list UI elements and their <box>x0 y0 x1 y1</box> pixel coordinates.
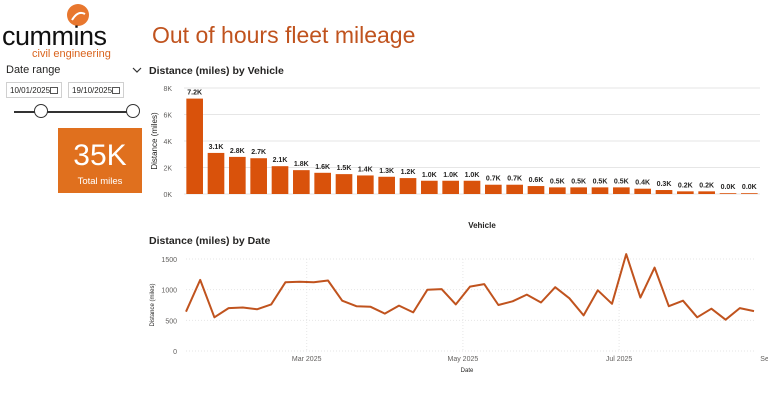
bar <box>229 156 246 194</box>
date-slider-track[interactable] <box>14 111 138 113</box>
data-label: 0.5K <box>593 178 608 185</box>
data-label: 1.0K <box>465 172 480 179</box>
bar <box>719 193 737 194</box>
bar <box>527 186 545 194</box>
bar <box>549 187 566 194</box>
start-date-value: 10/01/2025 <box>10 85 51 95</box>
data-label: 0.2K <box>678 182 693 189</box>
data-label: 0.0K <box>721 184 736 191</box>
bar <box>399 178 417 194</box>
calendar-icon[interactable] <box>50 86 58 94</box>
bar <box>207 152 225 194</box>
logo-tagline: civil engineering <box>32 48 111 60</box>
y-tick-label: 6K <box>163 113 172 120</box>
y-tick-label: 4K <box>163 139 172 146</box>
logo-mark-icon <box>67 4 89 26</box>
bar <box>741 193 758 194</box>
bar <box>442 180 459 194</box>
bar <box>634 188 651 194</box>
bar <box>591 187 609 194</box>
bar <box>335 174 353 194</box>
data-label: 0.5K <box>550 178 565 185</box>
y-tick-label: 0K <box>163 192 172 199</box>
bar <box>421 180 438 194</box>
data-label: 0.2K <box>699 182 714 189</box>
x-axis-label: Vehicle <box>468 221 496 230</box>
data-label: 1.0K <box>443 172 458 179</box>
data-label: 0.7K <box>507 176 522 183</box>
bar <box>698 191 715 194</box>
date-chart-title: Distance (miles) by Date <box>149 235 271 247</box>
y-tick-label: 1500 <box>161 257 177 264</box>
data-label: 1.8K <box>294 161 309 168</box>
slicer-label: Date range <box>6 64 61 76</box>
bar <box>250 158 267 194</box>
data-label: 2.1K <box>273 157 288 164</box>
bar <box>293 170 310 194</box>
bar <box>506 184 523 194</box>
end-date-value: 19/10/2025 <box>72 85 113 95</box>
data-label: 1.4K <box>358 166 373 173</box>
chevron-down-icon[interactable] <box>132 65 142 75</box>
y-tick-label: 0 <box>173 349 177 356</box>
bar <box>463 180 481 194</box>
data-label: 0.0K <box>742 184 757 191</box>
data-label: 0.5K <box>614 178 629 185</box>
data-label: 2.7K <box>251 149 266 156</box>
y-tick-label: 8K <box>163 86 172 93</box>
end-date-input[interactable]: 19/10/2025 <box>68 82 124 98</box>
start-date-input[interactable]: 10/01/2025 <box>6 82 62 98</box>
bar <box>613 187 630 194</box>
bar <box>677 191 694 194</box>
calendar-icon[interactable] <box>112 86 120 94</box>
data-label: 1.0K <box>422 172 437 179</box>
vehicle-bar-chart[interactable]: 0K 2K 4K 6K 8K Distance (miles) 7.2K 3.1K 2.8K 2.… <box>148 78 768 234</box>
bar <box>570 187 587 194</box>
data-label: 0.7K <box>486 176 501 183</box>
y-tick-label: 500 <box>165 318 177 325</box>
date-line-chart[interactable]: 0 500 1000 1500 Mar 2025 May 2025 Jul 2025 Sep … <box>148 250 768 376</box>
y-tick-label: 1000 <box>161 288 177 295</box>
y-tick-label: 2K <box>163 166 172 173</box>
kpi-value: 35K <box>73 139 127 172</box>
bar <box>314 172 331 194</box>
bar <box>357 175 374 194</box>
total-miles-card: 35K Total miles <box>58 128 142 193</box>
data-label: 1.2K <box>401 169 416 176</box>
x-tick-label: Jul 2025 <box>606 356 633 363</box>
data-label: 0.4K <box>635 180 650 187</box>
data-label: 2.8K <box>230 148 245 155</box>
data-label: 1.5K <box>337 165 352 172</box>
logo-wordmark: cummins <box>2 21 107 51</box>
data-label: 7.2K <box>187 90 202 97</box>
x-tick-label: Sep 2025 <box>760 356 768 363</box>
bar <box>378 176 395 194</box>
slider-end-handle[interactable] <box>126 104 140 118</box>
bar <box>186 98 203 194</box>
data-label: 0.3K <box>657 181 672 188</box>
series-line <box>185 253 755 321</box>
data-label: 1.6K <box>315 164 330 171</box>
date-range-slicer[interactable]: Date range 10/01/2025 19/10/2025 <box>6 64 142 118</box>
y-axis-label: Distance (miles) <box>150 112 159 170</box>
bar <box>271 166 289 194</box>
x-tick-label: Mar 2025 <box>292 356 322 363</box>
data-label: 0.6K <box>529 177 544 184</box>
data-label: 0.5K <box>571 178 586 185</box>
x-axis-label: Date <box>461 368 474 374</box>
data-label: 3.1K <box>209 144 224 151</box>
page-title: Out of hours fleet mileage <box>152 22 416 48</box>
y-axis-label: Distance (miles) <box>150 283 156 326</box>
vehicle-chart-title: Distance (miles) by Vehicle <box>149 65 284 77</box>
data-label: 1.3K <box>379 168 394 175</box>
bar <box>655 190 673 194</box>
kpi-label: Total miles <box>77 176 123 187</box>
x-tick-label: May 2025 <box>448 356 479 363</box>
company-logo: cummins civil engineering <box>0 2 124 60</box>
slider-start-handle[interactable] <box>34 104 48 118</box>
bar <box>485 184 502 194</box>
